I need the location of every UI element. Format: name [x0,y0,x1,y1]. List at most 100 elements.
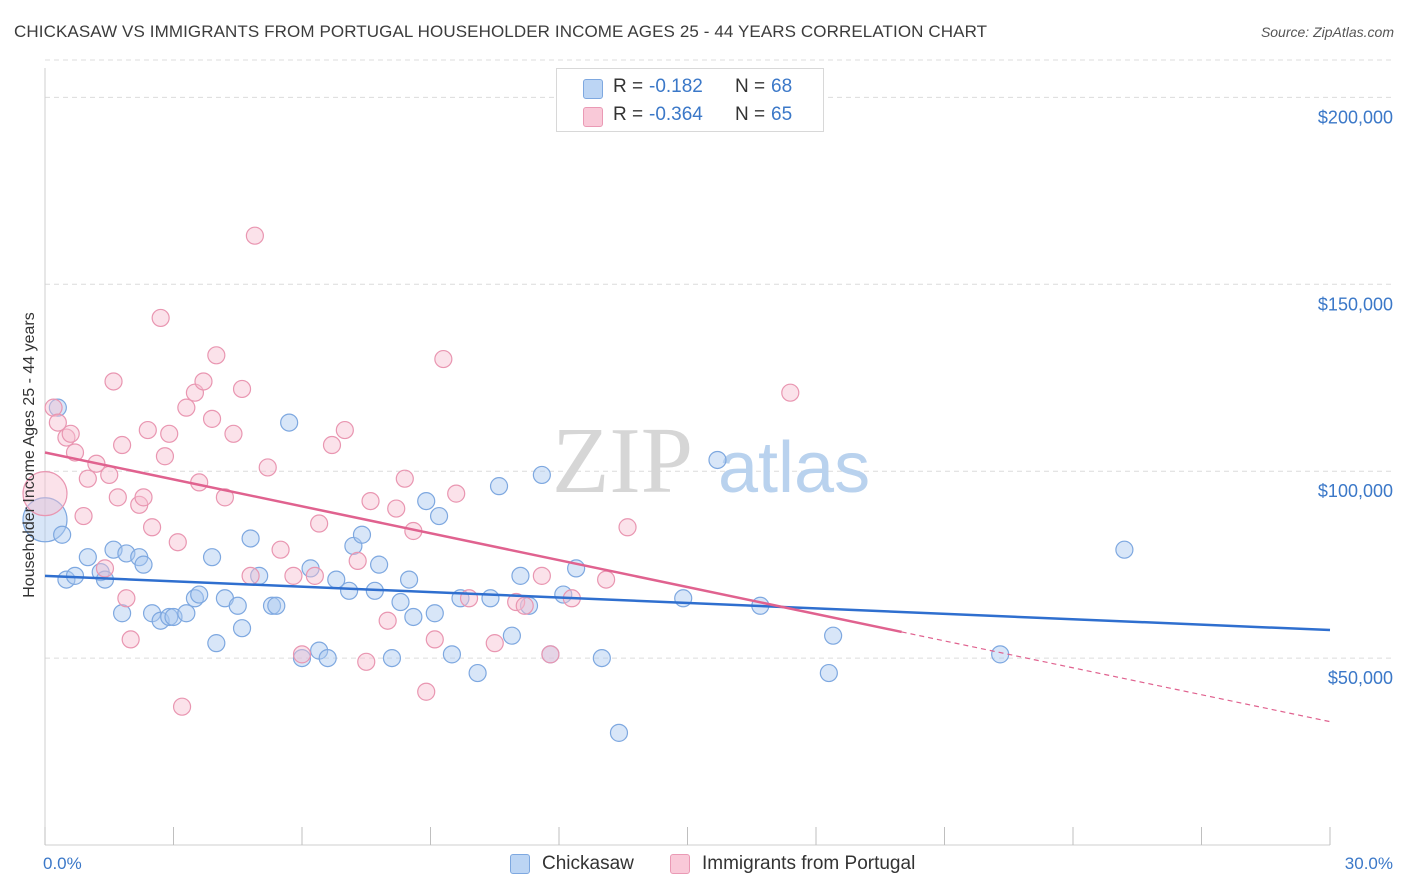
scatter-points [22,226,1134,742]
watermark: ZIP atlas [552,409,870,513]
chickasaw-point [399,570,419,589]
portugal-trend-extension [901,631,1331,723]
chickasaw-point [819,663,838,683]
trend-lines [44,451,1331,723]
portugal-point [100,465,119,485]
portugal-point [177,398,196,417]
legend-label: Immigrants from Portugal [702,853,916,874]
chickasaw-point [262,596,282,615]
chickasaw-point [207,634,226,653]
portugal-point [138,420,157,440]
chickasaw-point [78,548,97,567]
portugal-point [207,346,226,365]
portugal-point [395,469,414,488]
y-tick-label: $200,000 [1318,107,1393,127]
portugal-point [387,499,406,518]
portugal-point [172,697,192,716]
chickasaw-point [134,555,153,574]
portugal-point [292,645,312,664]
axis-labels: Householder Income Ages 25 - 44 years $5… [21,107,1393,873]
portugal-point [155,447,175,466]
chickasaw-point [391,592,410,612]
chickasaw-point [280,413,299,432]
portugal-point [258,458,277,477]
n-value: 65 [771,104,793,125]
portugal-swatch [670,854,690,874]
r-label: R = [613,104,644,125]
chickasaw-point [708,450,727,470]
chickasaw-point [824,626,843,645]
r-label: R = [613,76,644,97]
portugal-swatch [583,107,603,127]
portugal-point [447,484,466,503]
chickasaw-point [228,596,247,615]
x-tick-label: 30.0% [1345,854,1393,873]
chickasaw-point [318,648,337,668]
chickasaw-point [202,548,222,567]
n-label: N = [735,76,766,97]
portugal-point [417,682,436,701]
chickasaw-point [160,607,179,627]
portugal-point [44,398,63,417]
chickasaw-point [1115,540,1134,559]
chickasaw-point [502,626,521,645]
chickasaw-point [442,645,462,664]
grid-lines [45,59,1395,659]
y-tick-label: $50,000 [1328,668,1393,688]
portugal-point [108,488,127,507]
chickasaw-point [53,525,72,544]
chickasaw-point [425,604,444,623]
chickasaw-point [532,465,551,485]
portugal-point [322,435,342,455]
axes [44,68,1331,846]
chickasaw-point [592,648,611,668]
portugal-point [425,630,444,649]
chickasaw-point [22,497,68,543]
portugal-point [142,518,162,537]
portugal-point [532,566,551,585]
portugal-point [618,518,637,537]
n-value: 68 [771,76,793,97]
portugal-point [335,420,354,440]
portugal-trend-line [44,451,902,634]
portugal-point [361,491,380,511]
chickasaw-point [481,589,500,608]
portugal-point [134,488,153,507]
portugal-point [232,379,252,399]
n-label: N = [735,104,766,125]
legend-label: Chickasaw [542,853,634,874]
x-tick-label: 0.0% [43,854,82,873]
chickasaw-point [489,477,509,496]
portugal-point [245,226,264,245]
portugal-point [48,413,67,432]
y-tick-label: $150,000 [1318,294,1393,314]
chickasaw-point [370,555,389,574]
chickasaw-point [232,619,252,638]
portugal-point [284,566,303,585]
chickasaw-point [429,506,449,526]
chart-title: CHICKASAW VS IMMIGRANTS FROM PORTUGAL HO… [14,22,988,41]
portugal-point [348,551,367,571]
portugal-point [378,611,397,630]
y-axis-label: Householder Income Ages 25 - 44 years [21,312,38,598]
portugal-point [61,424,80,443]
chickasaw-point [511,566,530,585]
portugal-point [160,424,179,443]
chickasaw-point [404,607,423,627]
chickasaw-point [417,491,436,511]
portugal-point [434,349,453,369]
portugal-point [78,469,97,488]
chickasaw-swatch [583,79,603,99]
portugal-point [515,596,534,615]
portugal-point [597,570,616,589]
portugal-point [305,566,324,585]
chickasaw-point [382,648,402,668]
chickasaw-point [112,604,132,623]
chickasaw-swatch [510,854,530,874]
y-tick-label: $100,000 [1318,481,1393,501]
chickasaw-trend-line [44,574,1331,632]
portugal-point [112,435,132,455]
portugal-point [271,540,290,559]
portugal-point [202,409,222,428]
